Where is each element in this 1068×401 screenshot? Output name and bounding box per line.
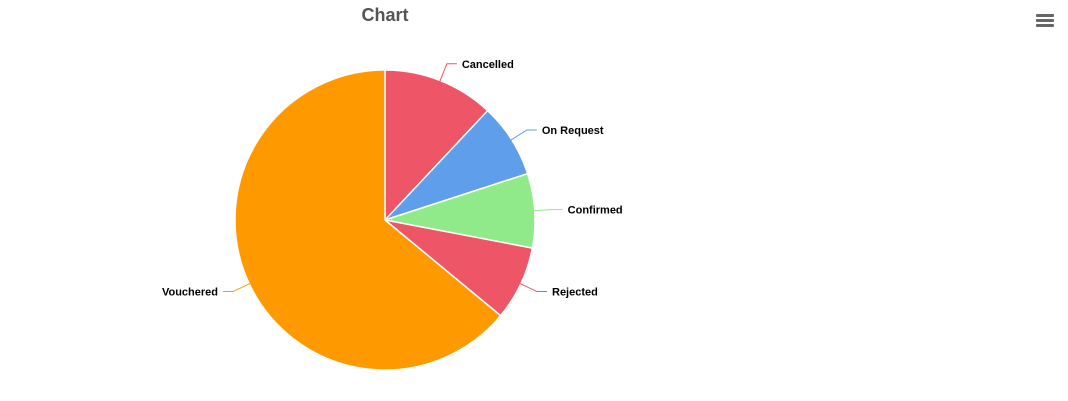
slice-label-cancelled: Cancelled	[462, 59, 514, 71]
label-connectors	[222, 63, 563, 293]
chart-title: Chart	[361, 5, 408, 25]
label-connector-vouchered	[222, 282, 252, 293]
label-connector-confirmed	[532, 208, 563, 212]
label-connector-cancelled	[439, 63, 457, 83]
label-connector-rejected	[518, 282, 548, 293]
slice-label-vouchered: Vouchered	[162, 287, 218, 299]
slice-labels: Cancelled On Request Confirmed Rejected Vouc…	[162, 59, 623, 299]
hamburger-menu-icon	[1030, 8, 1060, 34]
slice-label-on-request: On Request	[542, 125, 604, 137]
slice-label-rejected: Rejected	[552, 287, 598, 299]
slice-label-confirmed: Confirmed	[568, 204, 623, 216]
chart-menu-button[interactable]	[1030, 8, 1060, 34]
label-connector-on-request	[509, 129, 537, 142]
pie-slices	[234, 69, 536, 371]
